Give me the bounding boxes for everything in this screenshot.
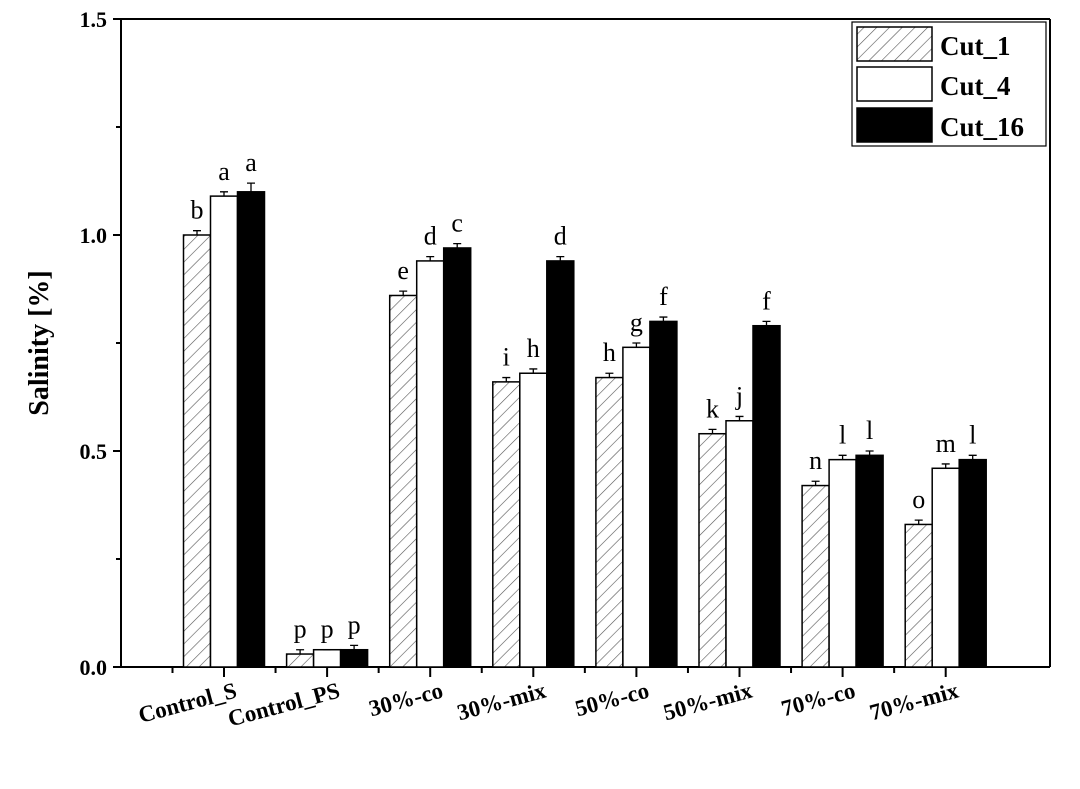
legend: Cut_1 Cut_4 Cut_16 — [851, 21, 1047, 147]
error-bar — [605, 372, 614, 378]
x-tick-label: 50%-mix — [661, 678, 756, 726]
significance-label: k — [706, 394, 719, 423]
x-tick-label: 50%-co — [572, 678, 651, 722]
bar-cut-16-2 — [442, 247, 472, 668]
y-tick-label: 1.0 — [80, 223, 108, 248]
x-tick-label: 70%-mix — [867, 678, 962, 726]
significance-label: h — [527, 334, 540, 363]
legend-label-cut-4: Cut_4 — [940, 71, 1011, 101]
significance-label: o — [912, 485, 925, 514]
bar-cut-4-2 — [415, 260, 445, 668]
bar-cut-16-0 — [236, 191, 266, 668]
bar-cut-4-7 — [931, 467, 960, 668]
significance-label: j — [735, 381, 743, 410]
error-bar — [708, 428, 717, 434]
significance-label: c — [451, 209, 463, 238]
significance-label: e — [397, 256, 409, 285]
significance-label: p — [348, 610, 361, 639]
bar-cut-1-5 — [698, 432, 727, 668]
error-bar — [914, 519, 923, 525]
bar-cut-1-2 — [388, 294, 418, 668]
error-bar — [865, 450, 874, 456]
bar-cut-1-7 — [904, 523, 933, 668]
legend-label-cut-16: Cut_16 — [940, 112, 1024, 142]
bar-cut-16-3 — [546, 260, 575, 668]
bar-cut-4-0 — [209, 195, 239, 668]
y-tick-label: 0.5 — [80, 439, 108, 464]
error-bar — [556, 255, 565, 261]
bar-cut-1-3 — [492, 381, 521, 668]
error-bar — [220, 191, 228, 197]
significance-label: f — [762, 286, 771, 315]
error-bar — [968, 454, 977, 460]
error-bar — [735, 415, 744, 421]
bars — [182, 191, 987, 668]
error-bar — [453, 242, 462, 248]
significance-label: m — [936, 429, 956, 458]
significance-label: f — [659, 282, 668, 311]
significance-label: g — [630, 308, 643, 337]
bar-cut-1-1 — [285, 653, 315, 668]
error-bar — [502, 376, 511, 382]
error-bar — [632, 342, 641, 348]
x-tick-label: 30%-mix — [454, 678, 549, 726]
y-axis-label: Salinity [%] — [24, 270, 55, 415]
significance-label: b — [191, 196, 204, 225]
bar-cut-4-6 — [828, 458, 857, 668]
significance-label: a — [245, 148, 257, 177]
significance-label: p — [294, 615, 307, 644]
x-tick-label: 30%-co — [366, 678, 445, 722]
legend-swatch-cut-4 — [856, 66, 933, 102]
bar-cut-4-4 — [622, 346, 651, 668]
legend-label-cut-1: Cut_1 — [940, 31, 1011, 61]
error-bar — [659, 316, 668, 322]
x-tick-label: Control_S — [136, 678, 240, 728]
significance-label: n — [809, 446, 822, 475]
significance-label: h — [603, 338, 616, 367]
error-bar — [247, 182, 255, 192]
error-bar — [350, 644, 359, 650]
significance-label: d — [424, 222, 437, 251]
significance-label: p — [321, 615, 334, 644]
significance-label: i — [503, 343, 510, 372]
error-bar — [296, 649, 305, 655]
bar-cut-4-1 — [312, 648, 342, 668]
bar-cut-16-6 — [855, 454, 884, 668]
error-bar — [529, 368, 538, 374]
error-bars — [193, 182, 977, 655]
bar-cut-16-4 — [649, 320, 678, 668]
error-bar — [762, 320, 771, 326]
error-bar — [193, 230, 201, 235]
significance-label: d — [554, 222, 567, 251]
significance-label: l — [839, 420, 846, 449]
legend-swatch-cut-16 — [856, 107, 933, 143]
significance-label: l — [866, 416, 873, 445]
x-tick-label: 70%-co — [779, 678, 858, 722]
bar-cut-16-5 — [752, 324, 781, 668]
bar-cut-16-1 — [339, 648, 369, 668]
error-bar — [811, 480, 820, 486]
error-bar — [941, 463, 950, 469]
bar-cut-1-0 — [182, 234, 212, 668]
bar-cut-4-3 — [519, 372, 548, 668]
error-bar — [426, 255, 435, 261]
bar-cut-4-5 — [725, 420, 754, 668]
error-bar — [399, 290, 408, 296]
bar-cut-1-4 — [595, 376, 624, 668]
legend-swatch-cut-1 — [856, 26, 933, 62]
y-tick-label: 0.0 — [80, 655, 108, 680]
significance-label: a — [218, 157, 230, 186]
x-tick-label: Control_PS — [225, 678, 342, 732]
y-tick-label: 1.5 — [80, 7, 108, 32]
bar-cut-1-6 — [801, 484, 830, 668]
significance-label: l — [969, 420, 976, 449]
bar-cut-16-7 — [958, 458, 987, 668]
y-ticks: 0.0 0.5 1.0 1.5 — [80, 7, 121, 680]
error-bar — [838, 454, 847, 460]
